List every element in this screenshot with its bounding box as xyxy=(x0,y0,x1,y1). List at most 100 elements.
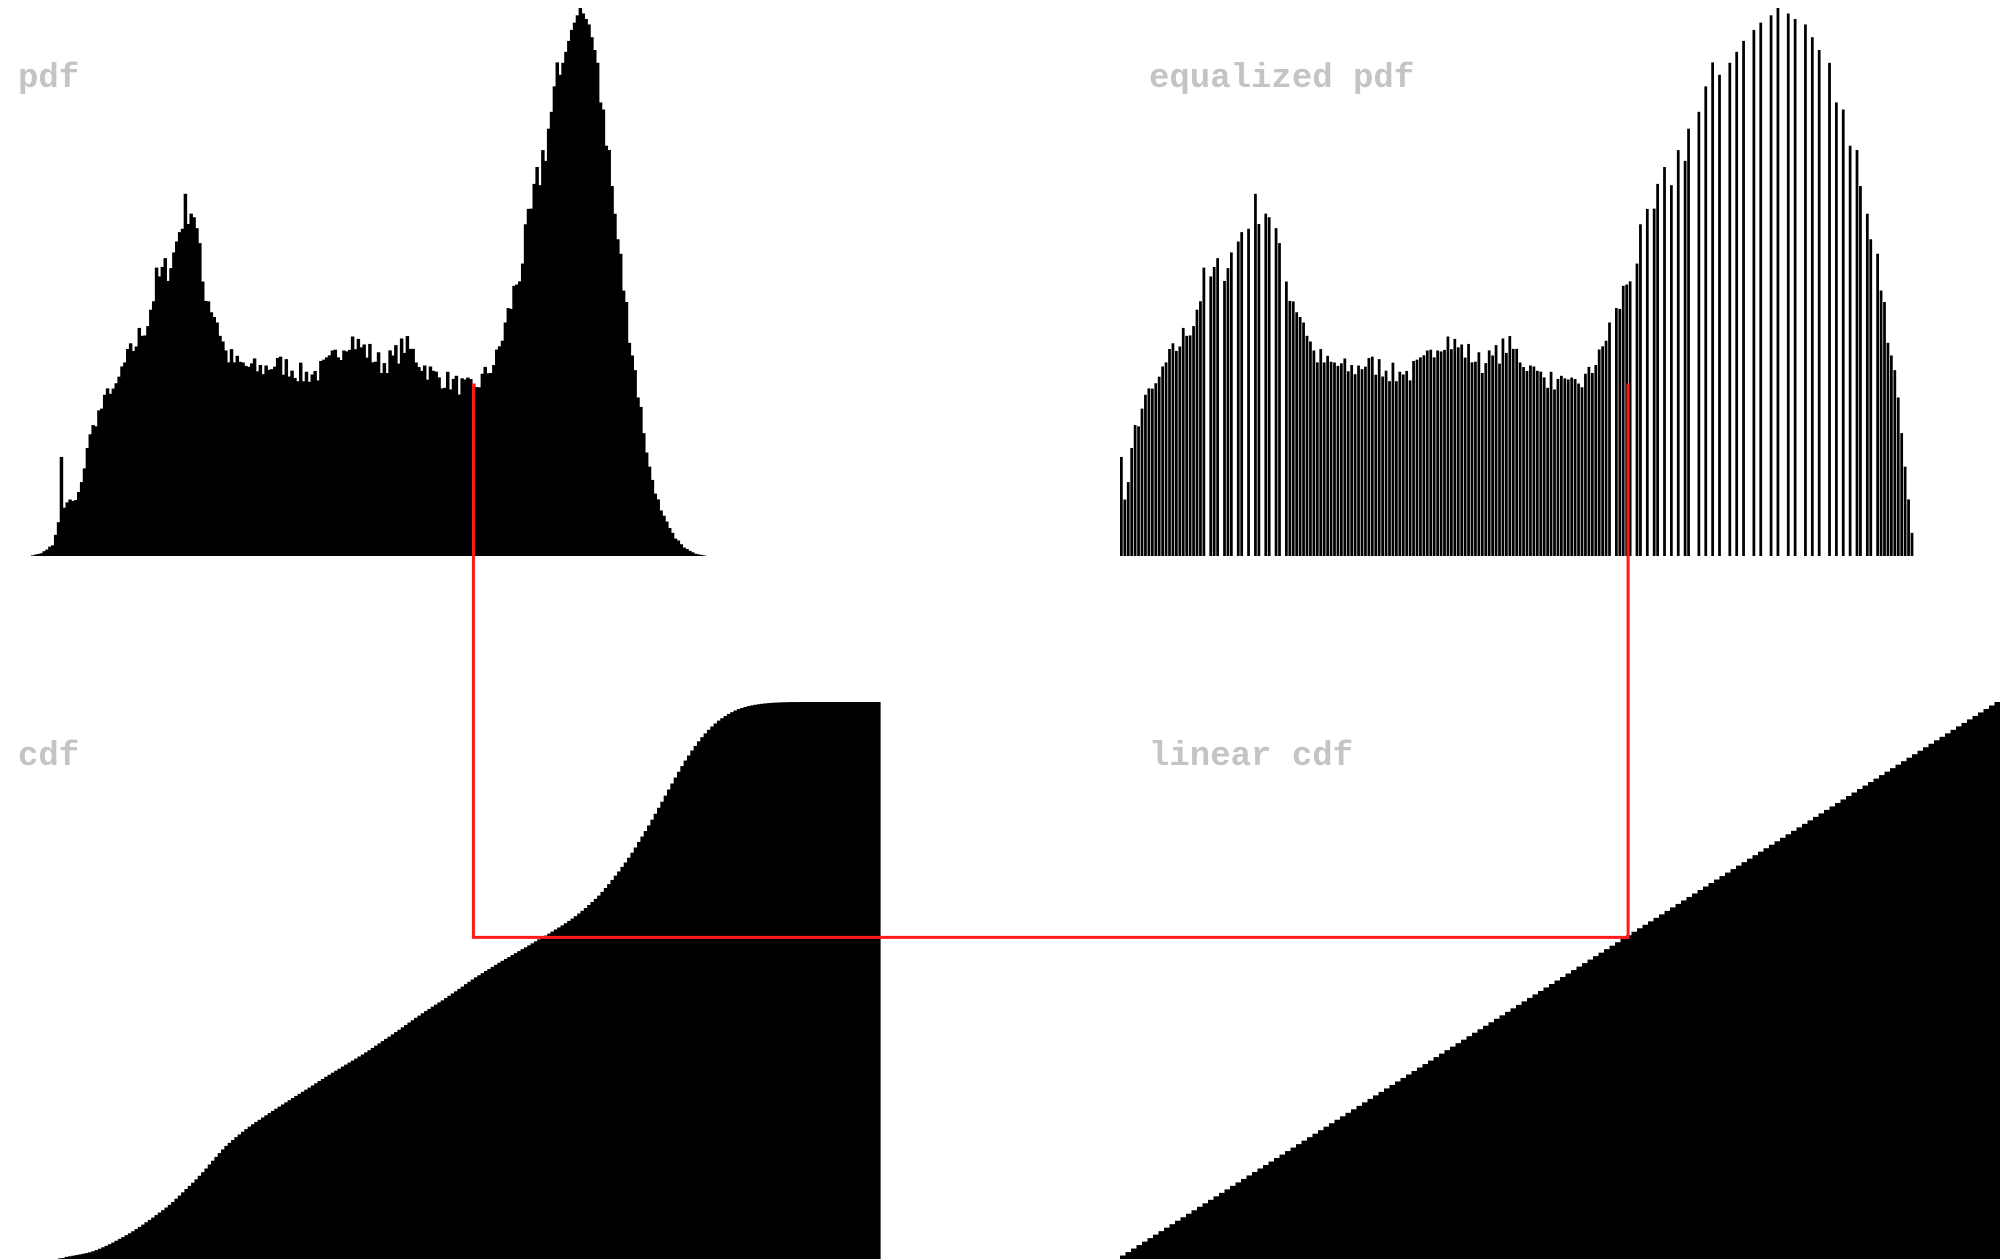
equalized-pdf-bar xyxy=(1786,13,1790,557)
cdf-step xyxy=(756,704,761,1259)
pdf-bar xyxy=(630,355,634,556)
pdf-bar xyxy=(408,348,413,556)
pdf-bar xyxy=(642,433,646,556)
pdf-bar xyxy=(206,301,211,556)
cdf-step xyxy=(527,945,532,1259)
linear-cdf-step xyxy=(1598,952,1605,1259)
cdf-step xyxy=(850,702,854,1259)
pdf-bar xyxy=(451,378,456,556)
equalized-pdf-bar xyxy=(1164,362,1168,556)
equalized-pdf-bar xyxy=(1123,499,1127,556)
pdf-bar xyxy=(388,350,392,556)
cdf-step xyxy=(344,1064,349,1259)
cdf-step xyxy=(497,962,502,1259)
pdf-bar xyxy=(425,379,430,556)
cdf-step xyxy=(543,935,548,1259)
linear-cdf-step xyxy=(1521,1001,1528,1259)
cdf-step xyxy=(653,813,658,1259)
cdf-step xyxy=(567,920,572,1259)
equalized-pdf-bar xyxy=(1865,213,1869,557)
pdf-bar xyxy=(100,408,104,556)
cdf-step xyxy=(260,1117,265,1259)
pdf-bar xyxy=(327,355,332,556)
pdf-bar xyxy=(120,366,124,556)
pdf-bar xyxy=(495,349,499,556)
linear-cdf-step xyxy=(1917,750,1924,1259)
linear-cdf-step xyxy=(1444,1050,1451,1259)
pdf-bar xyxy=(379,372,384,556)
cdf-step xyxy=(533,941,538,1259)
cdf-step xyxy=(297,1093,302,1259)
linear-cdf-step xyxy=(1461,1039,1468,1259)
equalized-pdf-bar xyxy=(1769,15,1773,557)
cdf-step xyxy=(643,831,648,1259)
pdf-bar xyxy=(151,301,156,556)
pdf-bar xyxy=(51,545,55,556)
equalized-pdf-bar xyxy=(1185,335,1189,556)
equalized-pdf-bar xyxy=(1532,366,1536,556)
linear-cdf-step xyxy=(1983,708,1990,1259)
pdf-bar xyxy=(48,546,52,556)
pdf-bar xyxy=(244,365,248,556)
linear-cdf-step xyxy=(1890,768,1897,1259)
pdf-bar xyxy=(696,554,701,556)
pdf-bar xyxy=(160,266,165,556)
equalized-pdf-bar xyxy=(1742,40,1745,556)
linear-cdf-step xyxy=(1884,771,1891,1259)
cdf-step xyxy=(370,1047,375,1259)
linear-cdf-step xyxy=(1934,740,1941,1259)
pdf-bar xyxy=(650,479,655,556)
pdf-bar xyxy=(486,373,490,556)
equalized-pdf-bar xyxy=(1573,379,1577,556)
cdf-step xyxy=(686,755,691,1259)
pdf-bar xyxy=(506,308,511,556)
linear-cdf-step xyxy=(1758,851,1765,1259)
cdf-step xyxy=(673,777,678,1259)
cdf-step xyxy=(307,1087,312,1259)
pdf-bar xyxy=(169,268,173,556)
pdf-bar xyxy=(512,285,516,556)
linear-cdf-step xyxy=(1928,743,1935,1259)
equalized-pdf-bar xyxy=(1645,208,1649,557)
linear-cdf-step xyxy=(1631,931,1638,1259)
linear-cdf-step xyxy=(1763,848,1770,1259)
equalized-pdf-bar xyxy=(1900,433,1904,556)
pdf-bar xyxy=(477,387,482,556)
linear-cdf-step xyxy=(1378,1091,1385,1259)
linear-cdf-step xyxy=(1857,789,1864,1259)
linear-cdf-step xyxy=(1587,959,1594,1259)
cdf-step xyxy=(144,1222,149,1259)
equalized-pdf-bar xyxy=(1223,280,1226,556)
linear-cdf-step xyxy=(1367,1098,1374,1259)
linear-cdf-step xyxy=(1736,865,1743,1259)
cdf-step xyxy=(174,1198,179,1259)
cdf-step xyxy=(813,702,818,1259)
equalized-pdf-bar xyxy=(1381,376,1384,556)
pdf-bar xyxy=(330,350,335,556)
cdf-step xyxy=(167,1204,172,1259)
equalized-pdf-bar xyxy=(1463,357,1467,556)
equalized-pdf-bar xyxy=(1384,370,1388,556)
pdf-bar xyxy=(610,186,614,557)
linear-cdf-step xyxy=(1208,1199,1215,1259)
pdf-bar xyxy=(578,8,583,556)
cdf-step xyxy=(696,741,701,1259)
equalized-pdf-bar xyxy=(1470,362,1474,556)
pdf-bar xyxy=(373,361,378,556)
equalized-pdf-bar xyxy=(1590,372,1594,556)
equalized-pdf-bar xyxy=(1288,300,1292,556)
pdf-bar xyxy=(397,363,401,556)
pdf-bar xyxy=(62,507,67,556)
cdf-step xyxy=(843,702,848,1259)
equalized-pdf-bar xyxy=(1535,370,1539,556)
cdf-step xyxy=(706,729,711,1259)
pdf-bar xyxy=(434,371,438,556)
linear-cdf-step xyxy=(1329,1123,1336,1259)
cdf-step xyxy=(254,1121,259,1259)
linear-cdf-step xyxy=(1499,1015,1506,1259)
pdf-bar xyxy=(94,426,98,556)
cdf-step xyxy=(221,1149,225,1259)
equalized-pdf-bar xyxy=(1446,336,1450,556)
equalized-pdf-bar xyxy=(1728,62,1732,557)
cdf-step xyxy=(204,1168,209,1259)
